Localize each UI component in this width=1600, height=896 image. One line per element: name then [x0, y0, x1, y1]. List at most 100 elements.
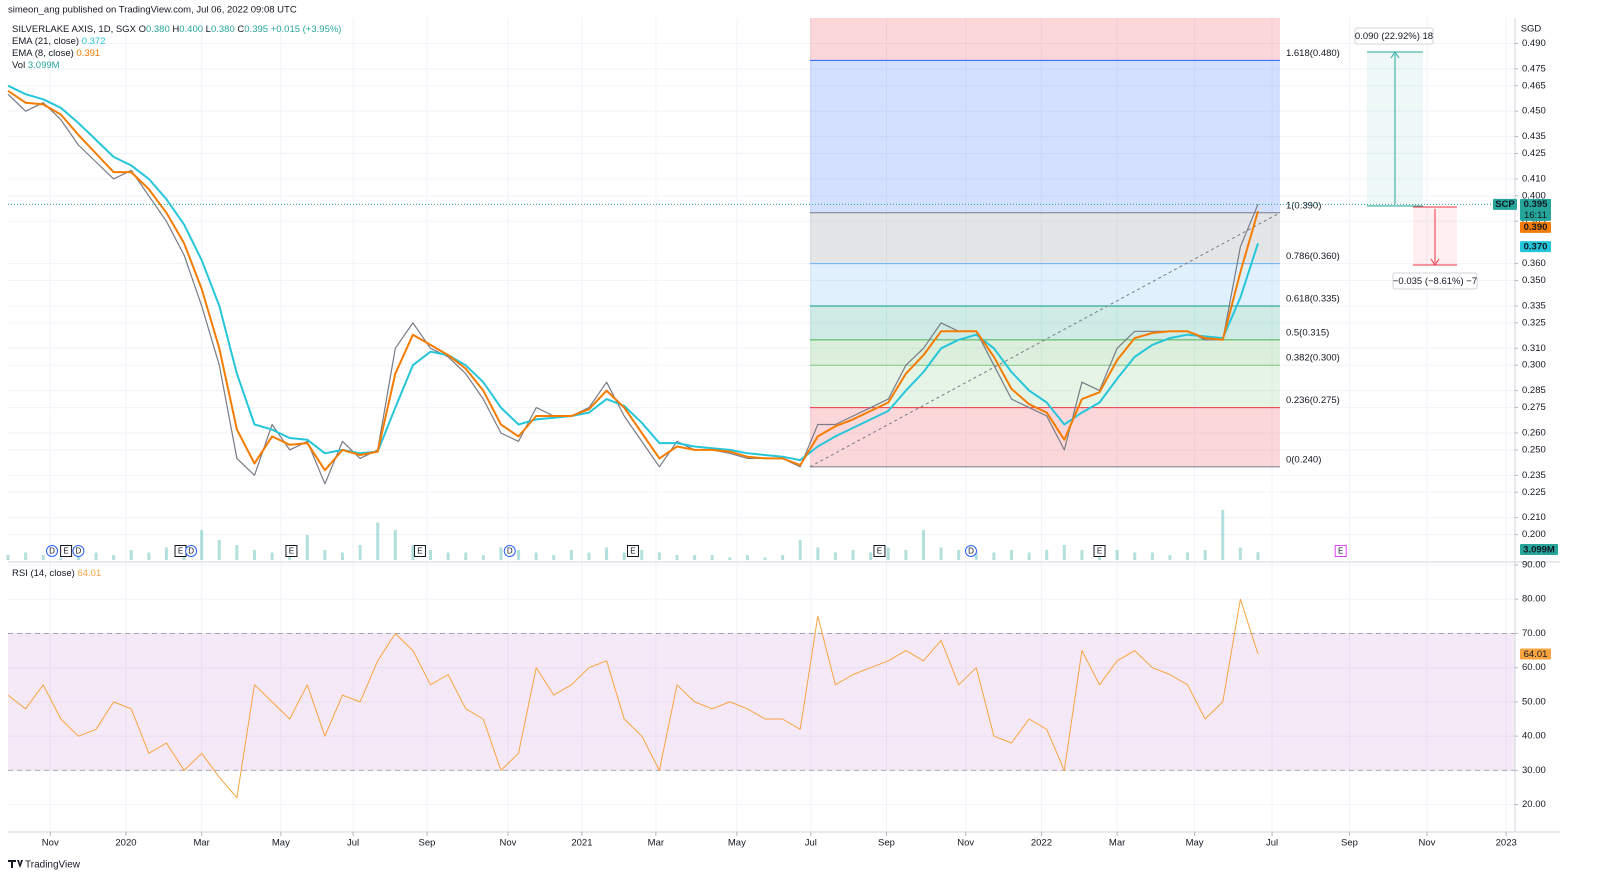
x-tick-label: Jul [347, 838, 359, 849]
x-tick-label: Sep [878, 838, 895, 849]
volume-bar [147, 552, 151, 560]
volume-bar [552, 555, 556, 560]
y-tick-label: 0.465 [1522, 80, 1546, 91]
series-line [7, 89, 1259, 472]
volume-bar [1009, 550, 1013, 560]
event-label: E [63, 547, 68, 556]
axes: SGD Nov 2020 Mar May Jul Sep Nov 2021 Mar May Jul S… [8, 18, 1560, 849]
ema-value: 0.372 [82, 36, 106, 47]
event-earnings [873, 545, 886, 557]
y-tick-label: 0.400 [1522, 190, 1546, 201]
vol-value: 3.099M [28, 60, 60, 71]
volume-bar [763, 557, 767, 560]
y-tick-label: 0.335 [1522, 300, 1546, 311]
volume-bar [411, 545, 415, 560]
event-earnings [285, 545, 298, 557]
y-tick-label: 0.360 [1522, 258, 1546, 269]
y-tick-label: 0.275 [1522, 402, 1546, 413]
volume-bar [781, 555, 785, 560]
ema-name: EMA (8, close) [12, 48, 74, 59]
vol-name: Vol [12, 60, 25, 71]
volume-bar [464, 552, 468, 560]
volume-bar [939, 547, 943, 560]
y-tick-label: 0.235 [1522, 470, 1546, 481]
y-tick-label: 0.350 [1522, 275, 1546, 286]
volume-bar [693, 555, 697, 560]
price-badge [1520, 198, 1551, 221]
y-tick-label: 0.225 [1522, 487, 1546, 498]
axis-unit: SGD [1521, 24, 1542, 35]
y-tick-label: 30.00 [1522, 765, 1546, 776]
volume-bar [6, 555, 10, 560]
event-label: E [289, 547, 294, 556]
volume-bar [710, 555, 714, 560]
y-tick-label: 50.00 [1522, 696, 1546, 707]
x-tick-label: May [272, 838, 290, 849]
series-line [7, 598, 1259, 799]
x-tick-label: 2023 [1496, 838, 1517, 849]
price-badge [1520, 221, 1551, 233]
volume-bar [41, 555, 45, 560]
header: simeon_ang published on TradingView.com,… [8, 5, 297, 16]
legend-vol: Vol 3.099M [12, 60, 60, 71]
volume-bar [745, 555, 749, 560]
volume-bar [640, 550, 644, 560]
x-tick-label: Nov [1419, 838, 1436, 849]
rsi-name: RSI (14, close) [12, 568, 75, 579]
volume-bar [886, 547, 890, 560]
fib-label: 1(0.390) [1286, 200, 1321, 211]
symbol-title: SILVERLAKE AXIS, 1D, SGX [12, 24, 137, 35]
volume-bar [499, 547, 503, 560]
volume-bar [429, 550, 433, 560]
volume-bar [94, 552, 98, 560]
x-tick-label: Nov [42, 838, 59, 849]
x-tick-label: 2020 [115, 838, 136, 849]
ema-value: 0.391 [76, 48, 100, 59]
fib-band [809, 263, 1280, 306]
symbol-tag [1493, 198, 1517, 210]
event-dividend [46, 545, 59, 557]
fib-band [809, 60, 1280, 213]
fib-band [809, 212, 1280, 264]
volume-bar [605, 547, 609, 560]
volume-bar [270, 552, 274, 560]
legend-rsi: RSI (14, close) 64.01 [12, 568, 101, 579]
ohlc-value: 0.400 [179, 24, 203, 35]
volume-bar [1186, 552, 1190, 560]
measure-up: 0.090 (22.92%) 18 [1354, 27, 1434, 207]
volume-bar [1256, 552, 1260, 560]
ohlc-value: 0.380 [211, 24, 235, 35]
volume-bar [622, 552, 626, 560]
event-label: D [968, 547, 974, 556]
rsi-value: 64.01 [77, 568, 101, 579]
y-tick-label: 20.00 [1522, 799, 1546, 810]
y-tick-label: 0.450 [1522, 106, 1546, 117]
y-tick-label: 0.385 [1522, 216, 1546, 227]
y-tick-label: 0.250 [1522, 444, 1546, 455]
x-tick-label: Nov [500, 838, 517, 849]
volume-bar [957, 550, 961, 560]
volume-bar [1203, 550, 1207, 560]
y-tick-label: 80.00 [1522, 594, 1546, 605]
y-tick-label: 0.425 [1522, 148, 1546, 159]
volume-bar [1045, 550, 1049, 560]
fib-band [809, 18, 1280, 61]
volume-bar [833, 552, 837, 560]
volume-bar [481, 555, 485, 560]
volume-bar [376, 522, 380, 560]
volume-bar [798, 540, 802, 560]
series-line [7, 93, 1259, 485]
x-tick-label: Mar [1109, 838, 1125, 849]
volume-bar [587, 552, 591, 560]
volume-bar [76, 555, 80, 560]
legend-ema: EMA (8, close) 0.391 [12, 48, 100, 59]
volume-bar [1150, 552, 1154, 560]
publisher: simeon_ang published on TradingView.com,… [8, 5, 297, 16]
volume-bar [1221, 510, 1225, 560]
volume-bar [1238, 547, 1242, 560]
volume-bar [974, 552, 978, 560]
fib-label: 0.382(0.300) [1286, 353, 1340, 364]
